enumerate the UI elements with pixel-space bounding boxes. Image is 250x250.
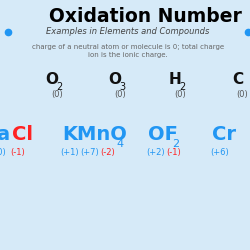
Text: charge of a neutral atom or molecule is 0; total charge: charge of a neutral atom or molecule is … [32,44,224,50]
Text: OF: OF [148,126,178,144]
Text: O: O [108,72,122,88]
Text: (0): (0) [174,90,186,100]
Text: KMnO: KMnO [62,126,127,144]
Text: (+7): (+7) [80,148,99,158]
Text: (0): (0) [51,90,63,100]
Text: (+2): (+2) [146,148,165,158]
Text: O: O [46,72,59,88]
Text: (+6): (+6) [210,148,229,158]
Text: (-1): (-1) [10,148,25,158]
Text: 4: 4 [116,139,123,149]
Text: H: H [168,72,181,88]
Text: (0): (0) [114,90,126,100]
Text: (-1): (-1) [166,148,181,158]
Text: (0): (0) [0,148,6,158]
Text: (0): (0) [236,90,248,100]
Text: 2: 2 [56,82,62,92]
Text: Cr: Cr [212,126,236,144]
Text: ion is the ionic charge.: ion is the ionic charge. [88,52,168,58]
Text: Oxidation Number: Oxidation Number [48,6,242,26]
Text: a: a [0,126,9,144]
Text: C: C [232,72,243,88]
Text: 2: 2 [172,139,179,149]
Text: Examples in Elements and Compounds: Examples in Elements and Compounds [46,28,210,36]
Text: (-2): (-2) [100,148,115,158]
Text: (+1): (+1) [60,148,78,158]
Text: Cl: Cl [12,126,33,144]
Text: 3: 3 [119,82,125,92]
Text: 2: 2 [179,82,185,92]
